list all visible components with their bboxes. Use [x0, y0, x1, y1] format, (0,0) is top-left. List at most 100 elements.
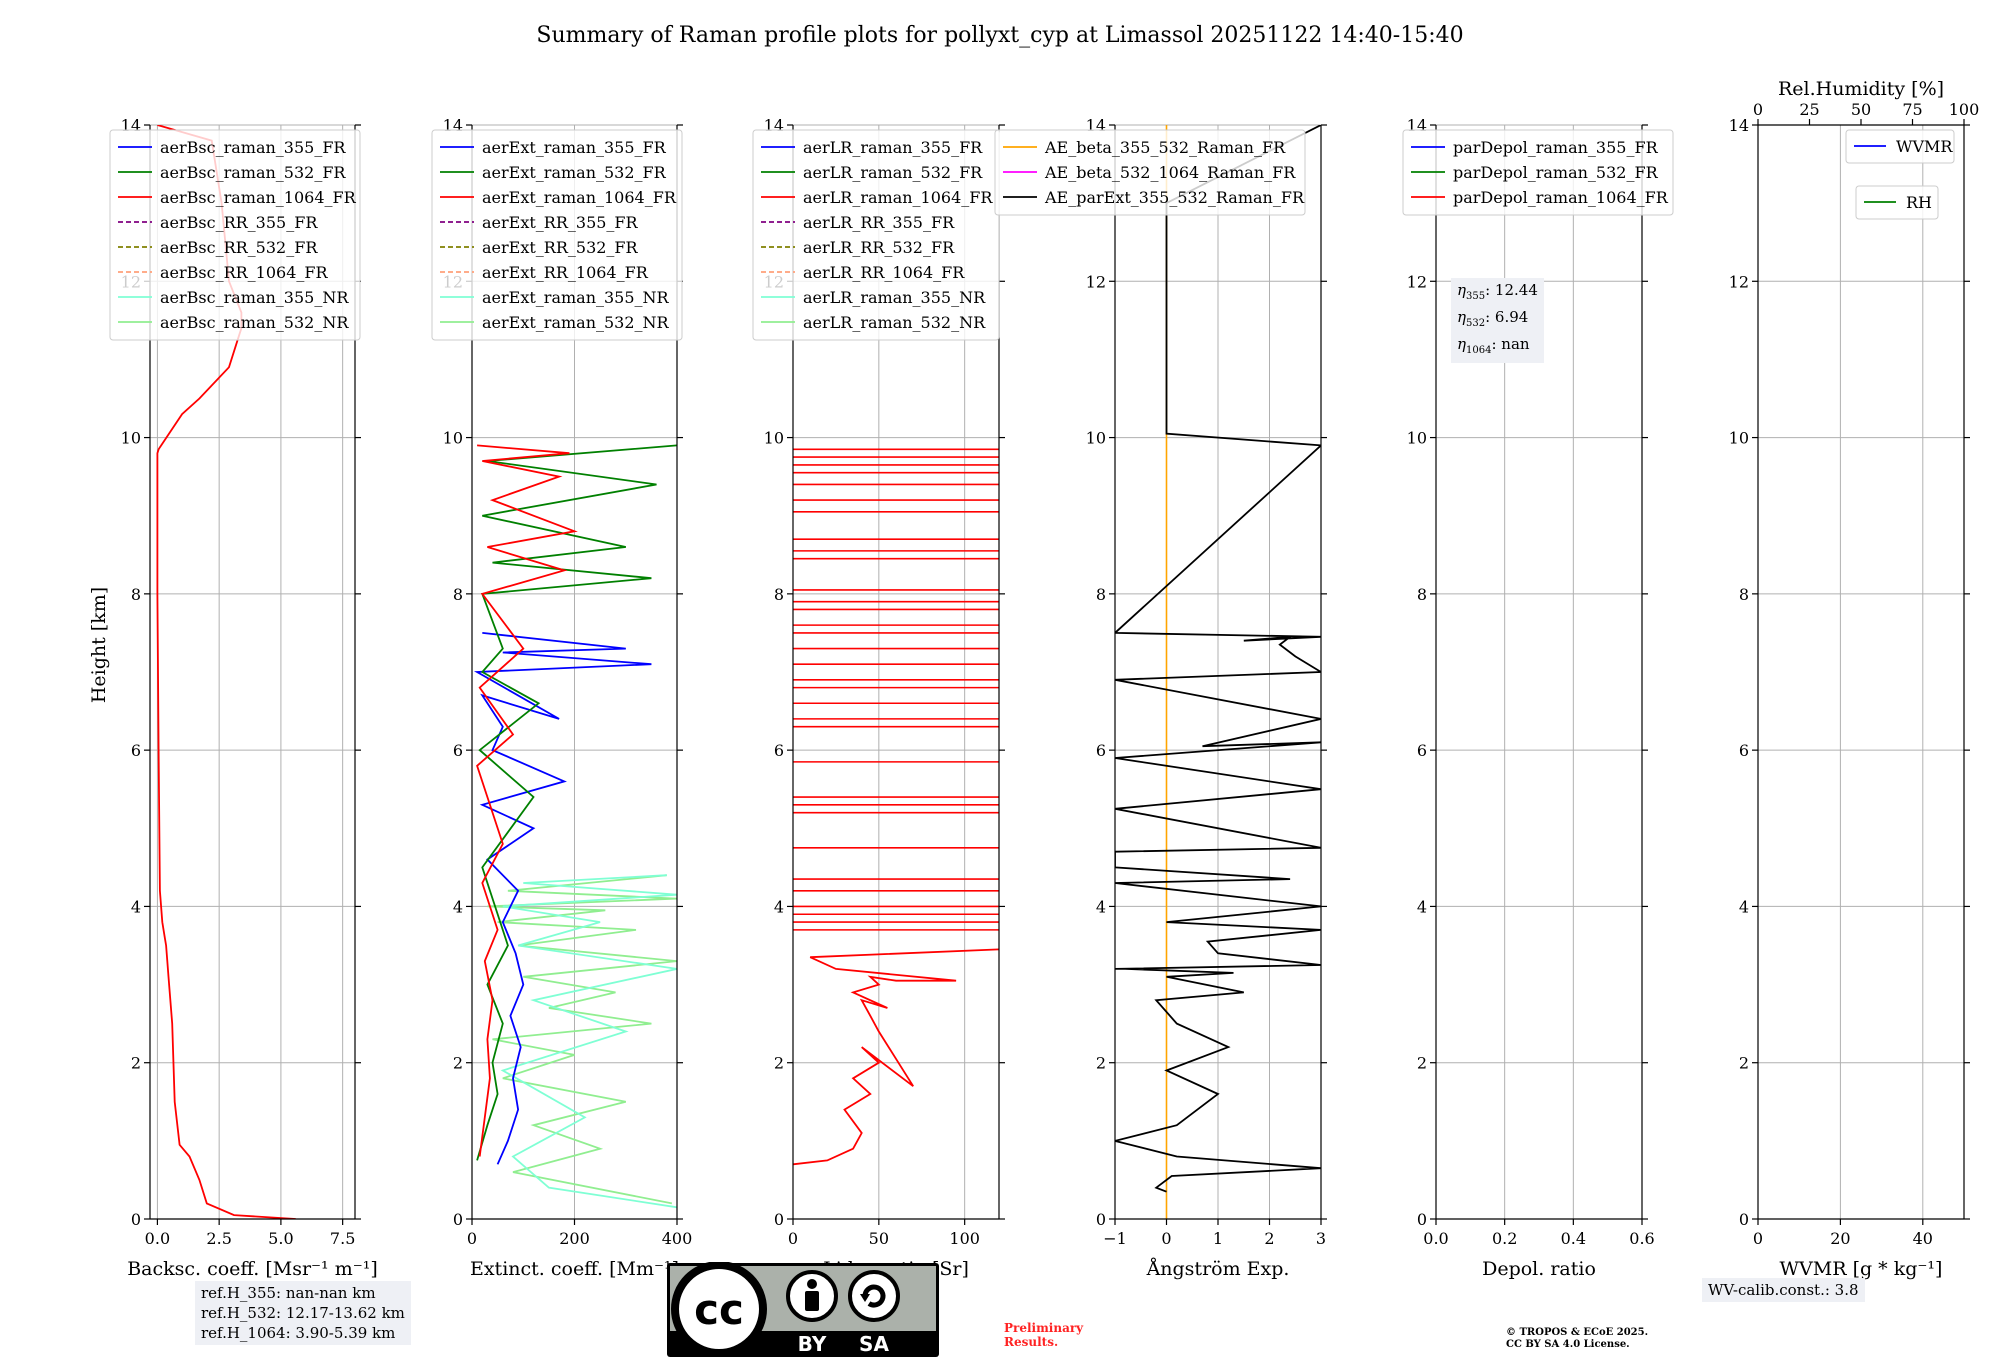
y-tick-label: 4	[131, 897, 141, 916]
x-tick-label: 5.0	[268, 1229, 293, 1248]
series-aerExt_raman_1064_FR	[476, 444, 578, 1157]
x-tick-label: 0	[788, 1229, 798, 1248]
preliminary-line-1: Preliminary	[1004, 1321, 1084, 1335]
ref-h-1064: ref.H_1064: 3.90-5.39 km	[201, 1324, 396, 1342]
top-x-tick-label: 25	[1799, 100, 1819, 119]
legend-label: AE_parExt_355_532_Raman_FR	[1044, 188, 1305, 207]
eta-1064-line: η1064: nan	[1457, 335, 1530, 356]
preliminary-note: Preliminary Results.	[1004, 1321, 1083, 1349]
x-tick-label: 200	[559, 1229, 590, 1248]
x-tick-label: 3	[1316, 1229, 1326, 1248]
y-tick-label: 8	[131, 585, 141, 604]
y-tick-label: 6	[1417, 741, 1427, 760]
panel-data	[793, 448, 999, 1166]
x-tick-label: 20	[1830, 1229, 1850, 1248]
preliminary-line-2: Results.	[1004, 1335, 1059, 1349]
legend-label: aerBsc_RR_532_FR	[160, 238, 318, 257]
legend-label: aerLR_RR_532_FR	[803, 238, 955, 257]
x-axis-label: Extinct. coeff. [Mm⁻¹]	[470, 1258, 679, 1280]
legend-label: parDepol_raman_532_FR	[1453, 163, 1659, 182]
y-tick-label: 2	[453, 1054, 463, 1073]
y-tick-label: 8	[774, 585, 784, 604]
x-tick-label: 0	[467, 1229, 477, 1248]
y-tick-label: 14	[1729, 116, 1749, 135]
cc-circle-icon	[671, 1262, 767, 1357]
y-tick-label: 10	[764, 429, 784, 448]
eta-532-value: 6.94	[1494, 308, 1529, 326]
legend-label: AE_beta_355_532_Raman_FR	[1044, 138, 1286, 157]
x-tick-label: 40	[1913, 1229, 1933, 1248]
panel-data	[473, 444, 677, 1209]
series-aerLR_raman_1064_FR	[793, 948, 999, 1166]
legend-label: aerLR_RR_355_FR	[803, 213, 955, 232]
y-tick-label: 2	[1096, 1054, 1106, 1073]
legend-box	[752, 129, 1000, 341]
by-text: BY	[798, 1332, 827, 1356]
legend-label: aerBsc_raman_1064_FR	[160, 188, 357, 207]
y-tick-label: 0	[131, 1210, 141, 1229]
y-tick-label: 2	[131, 1054, 141, 1073]
legend-label: aerExt_RR_1064_FR	[482, 263, 649, 282]
wv-calib-box: WV-calib.const.: 3.8	[1702, 1278, 1865, 1302]
legend-label: aerExt_raman_532_NR	[482, 313, 670, 332]
x-tick-label: 2	[1264, 1229, 1274, 1248]
x-axis-label: Ångström Exp.	[1146, 1258, 1290, 1280]
x-tick-label: −1	[1103, 1229, 1127, 1248]
legend-label: parDepol_raman_355_FR	[1453, 138, 1659, 157]
series-aerExt_raman_355_NR	[500, 874, 677, 1209]
y-tick-label: 12	[1086, 272, 1106, 291]
panel-lidar_ratio: 02468101214050100Lidar ratio [Sr]aerLR_r…	[752, 116, 1005, 1280]
y-tick-label: 0	[774, 1210, 784, 1229]
y-tick-label: 0	[1417, 1210, 1427, 1229]
x-tick-label: 0.0	[145, 1229, 170, 1248]
x-tick-label: 2.5	[206, 1229, 231, 1248]
legend-label: aerExt_RR_355_FR	[482, 213, 639, 232]
attribution-body	[805, 1291, 819, 1311]
y-tick-label: 10	[1407, 429, 1427, 448]
legend-label: aerExt_raman_355_NR	[482, 288, 670, 307]
y-axis-label: Height [km]	[88, 587, 110, 703]
eta-355-line: η355: 12.44	[1457, 281, 1538, 302]
x-tick-label: 50	[869, 1229, 889, 1248]
legend-label: RH	[1906, 193, 1932, 212]
copyright-note: © TROPOS & ECoE 2025. CC BY SA 4.0 Licen…	[1506, 1327, 1648, 1351]
series-aerExt_raman_532_FR	[476, 444, 677, 1161]
x-tick-label: 1	[1213, 1229, 1223, 1248]
y-tick-label: 6	[131, 741, 141, 760]
legend-label: aerExt_raman_1064_FR	[482, 188, 677, 207]
eta-355-value: 12.44	[1494, 281, 1538, 299]
legend-label: aerBsc_RR_355_FR	[160, 213, 318, 232]
legend-label: aerBsc_raman_355_FR	[160, 138, 346, 157]
y-tick-label: 8	[453, 585, 463, 604]
legend-box	[1845, 129, 1955, 164]
legend-box	[431, 129, 683, 341]
y-tick-label: 12	[1407, 272, 1427, 291]
x-tick-label: 0.0	[1423, 1229, 1448, 1248]
ref-h-532: ref.H_532: 12.17-13.62 km	[201, 1304, 405, 1322]
eta-info-box: η355: 12.44 η532: 6.94 η1064: nan	[1451, 278, 1544, 363]
x-axis-label: WVMR [g * kg⁻¹]	[1780, 1258, 1943, 1280]
x-axis-label: Depol. ratio	[1482, 1258, 1596, 1280]
legend-box	[1402, 129, 1674, 216]
legend-box	[994, 129, 1306, 216]
y-tick-label: 0	[1739, 1210, 1749, 1229]
attribution-head	[807, 1279, 817, 1289]
top-x-tick-label: 50	[1851, 100, 1871, 119]
ref-h-355: ref.H_355: nan-nan km	[201, 1284, 376, 1302]
cc-text: cc	[694, 1285, 744, 1334]
wv-calib-text: WV-calib.const.: 3.8	[1708, 1281, 1859, 1299]
y-tick-label: 8	[1417, 585, 1427, 604]
share-alike-icon	[848, 1270, 900, 1322]
legend-box	[109, 129, 361, 341]
x-tick-label: 0.4	[1561, 1229, 1586, 1248]
legend-label: aerLR_raman_532_NR	[803, 313, 986, 332]
legend-label: aerLR_raman_355_NR	[803, 288, 986, 307]
legend-label: aerExt_RR_532_FR	[482, 238, 639, 257]
y-tick-label: 10	[1729, 429, 1749, 448]
legend-label: aerLR_raman_1064_FR	[803, 188, 993, 207]
y-tick-label: 2	[1739, 1054, 1749, 1073]
